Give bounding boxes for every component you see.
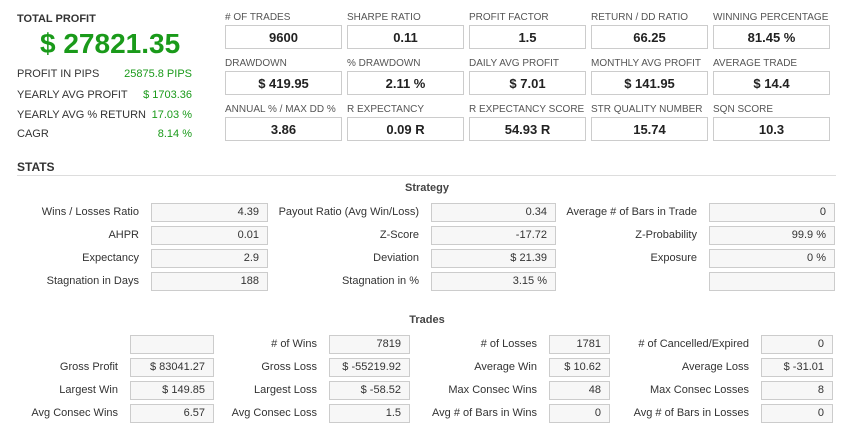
- metric-value: 54.93 R: [469, 117, 586, 141]
- metric-label: DAILY AVG PROFIT: [469, 58, 560, 69]
- stat-label: Expectancy: [82, 252, 139, 264]
- stat-label: Z-Score: [379, 229, 419, 241]
- stat-label: Avg Consec Loss: [231, 407, 317, 419]
- stat-label: Stagnation in Days: [46, 275, 139, 287]
- metric-value: 1.5: [469, 25, 586, 49]
- section-title: Strategy: [404, 182, 450, 194]
- stat-label: Stagnation in %: [341, 275, 419, 287]
- summary-value: 25875.8 PIPS: [124, 68, 192, 80]
- stat-label: Z-Probability: [635, 229, 697, 241]
- stat-value: 0: [761, 335, 833, 354]
- metric-label: RETURN / DD RATIO: [591, 12, 689, 23]
- stat-value: 0.01: [151, 226, 268, 245]
- stat-value: 48: [549, 381, 610, 400]
- stat-label: Largest Loss: [254, 384, 317, 396]
- stat-value: $ 83041.27: [130, 358, 214, 377]
- metric-label: R EXPECTANCY: [347, 104, 425, 115]
- metric-value: $ 7.01: [469, 71, 586, 95]
- metric-value: 2.11 %: [347, 71, 464, 95]
- summary-label: YEARLY AVG % RETURN: [17, 109, 146, 121]
- stat-value: 4.39: [151, 203, 268, 222]
- metric-label: DRAWDOWN: [225, 58, 287, 69]
- stat-value: 3.15 %: [431, 272, 556, 291]
- stat-label: # of Cancelled/Expired: [638, 338, 749, 350]
- metric-label: # OF TRADES: [225, 12, 291, 23]
- stat-value: 2.9: [151, 249, 268, 268]
- summary-value: $ 1703.36: [143, 89, 192, 101]
- stat-value: $ 21.39: [431, 249, 556, 268]
- stat-label: Deviation: [373, 252, 419, 264]
- metric-value: $ 141.95: [591, 71, 708, 95]
- metric-label: SHARPE RATIO: [347, 12, 421, 23]
- summary-value: 17.03 %: [151, 109, 192, 121]
- stat-value: 0.34: [431, 203, 556, 222]
- stat-label: Avg # of Bars in Wins: [432, 407, 537, 419]
- stat-value: 0 %: [709, 249, 835, 268]
- stat-value: $ 10.62: [549, 358, 610, 377]
- stat-label: AHPR: [108, 229, 139, 241]
- stat-label: Avg # of Bars in Losses: [633, 407, 749, 419]
- stat-label: # of Wins: [271, 338, 317, 350]
- metric-value: 0.09 R: [347, 117, 464, 141]
- metric-label: STR QUALITY NUMBER: [591, 104, 703, 115]
- metric-value: 3.86: [225, 117, 342, 141]
- total-profit: $ 27821.35: [40, 28, 181, 59]
- stat-value: [130, 335, 214, 354]
- stat-value: $ -31.01: [761, 358, 833, 377]
- metric-value: 10.3: [713, 117, 830, 141]
- stat-value: 6.57: [130, 404, 214, 423]
- stat-value: -17.72: [431, 226, 556, 245]
- summary-label: CAGR: [17, 128, 49, 140]
- summary-label: PROFIT IN PIPS: [17, 68, 100, 80]
- metric-value: 0.11: [347, 25, 464, 49]
- metric-label: SQN SCORE: [713, 104, 774, 115]
- metric-label: % DRAWDOWN: [347, 58, 421, 69]
- metric-label: WINNING PERCENTAGE: [713, 12, 829, 23]
- stat-value: 1781: [549, 335, 610, 354]
- stat-value: 99.9 %: [709, 226, 835, 245]
- metric-label: PROFIT FACTOR: [469, 12, 549, 23]
- stat-label: Average # of Bars in Trade: [566, 206, 697, 218]
- stat-value: 7819: [329, 335, 410, 354]
- stat-label: Wins / Losses Ratio: [41, 206, 139, 218]
- stat-value: $ -58.52: [329, 381, 410, 400]
- stat-label: Max Consec Wins: [448, 384, 537, 396]
- metric-label: MONTHLY AVG PROFIT: [591, 58, 702, 69]
- metric-value: $ 419.95: [225, 71, 342, 95]
- stat-label: # of Losses: [480, 338, 537, 350]
- stat-label: Gross Loss: [261, 361, 317, 373]
- stats-title: STATS: [17, 160, 836, 176]
- stat-label: Average Loss: [681, 361, 749, 373]
- metric-value: 66.25: [591, 25, 708, 49]
- summary-value: 8.14 %: [157, 128, 192, 140]
- metric-label: R EXPECTANCY SCORE: [469, 104, 585, 115]
- stat-label: Average Win: [474, 361, 537, 373]
- stat-value: 0: [549, 404, 610, 423]
- summary-title: TOTAL PROFIT: [17, 13, 96, 25]
- stat-value: 0: [761, 404, 833, 423]
- metric-value: $ 14.4: [713, 71, 830, 95]
- section-title: Trades: [409, 314, 445, 326]
- stat-label: Exposure: [650, 252, 697, 264]
- metric-value: 15.74: [591, 117, 708, 141]
- stat-label: Avg Consec Wins: [31, 407, 118, 419]
- metric-value: 9600: [225, 25, 342, 49]
- stat-label: Payout Ratio (Avg Win/Loss): [278, 206, 419, 218]
- stat-value: 188: [151, 272, 268, 291]
- stat-label: Gross Profit: [59, 361, 118, 373]
- stat-value: 1.5: [329, 404, 410, 423]
- stat-label: Max Consec Losses: [649, 384, 749, 396]
- metric-label: ANNUAL % / MAX DD %: [225, 104, 336, 115]
- stat-value: 8: [761, 381, 833, 400]
- stat-value: [709, 272, 835, 291]
- metric-value: 81.45 %: [713, 25, 830, 49]
- stat-label: Largest Win: [59, 384, 118, 396]
- summary-label: YEARLY AVG PROFIT: [17, 89, 128, 101]
- stat-value: $ -55219.92: [329, 358, 410, 377]
- stat-value: $ 149.85: [130, 381, 214, 400]
- metric-label: AVERAGE TRADE: [713, 58, 798, 69]
- stat-value: 0: [709, 203, 835, 222]
